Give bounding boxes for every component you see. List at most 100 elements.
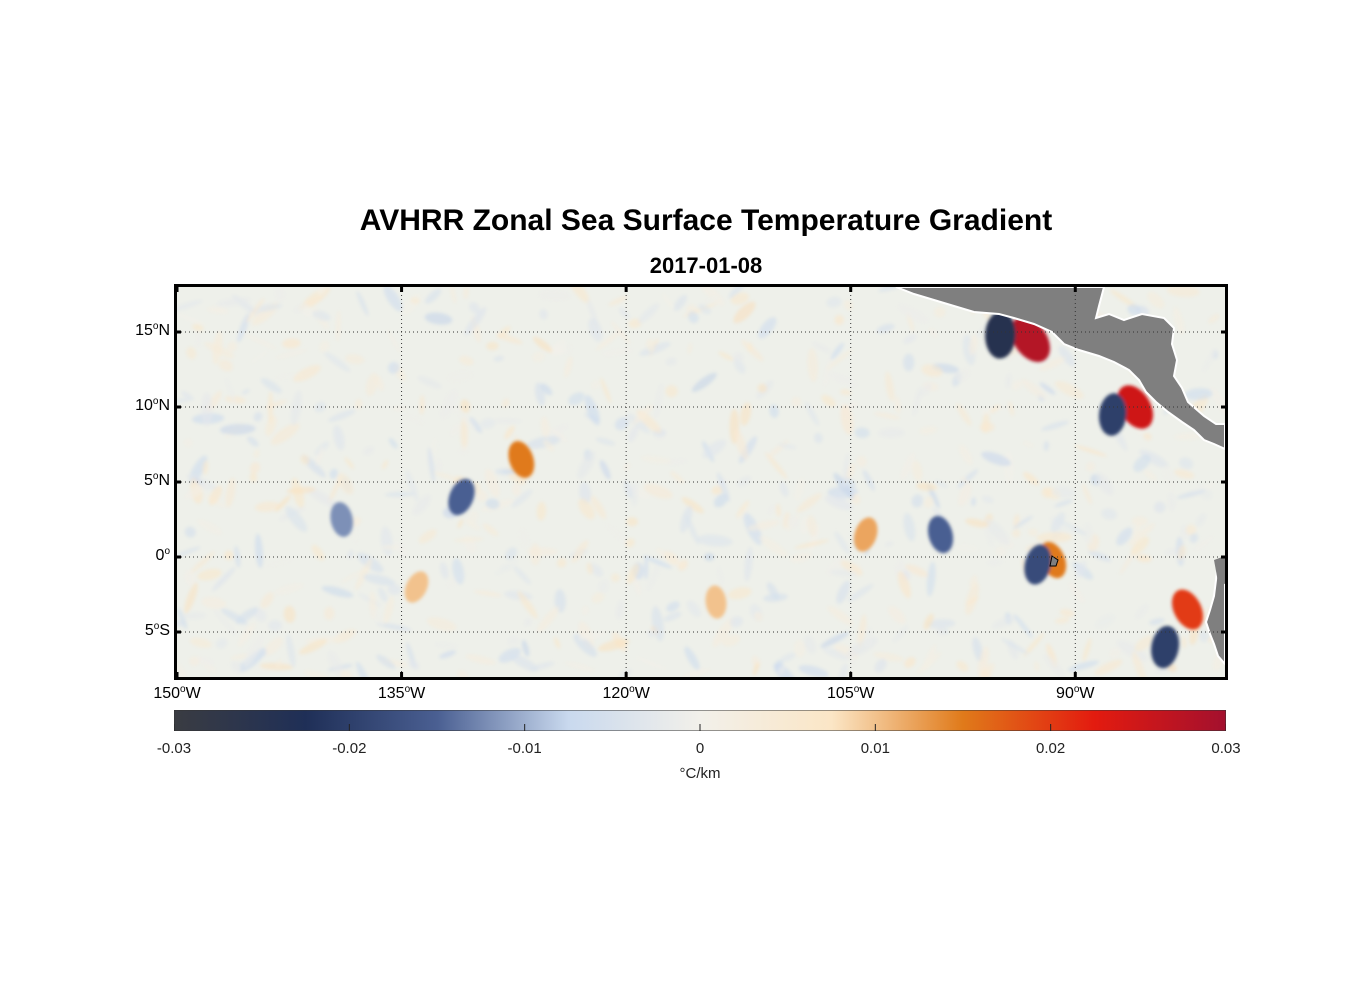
gradient-streak (956, 403, 972, 426)
gradient-streak (181, 612, 206, 620)
gradient-streak (903, 353, 915, 372)
gradient-streak (453, 537, 484, 543)
gradient-streak (767, 504, 776, 515)
gradient-streak (598, 638, 630, 652)
gradient-streak (439, 562, 449, 579)
gradient-streak (363, 574, 396, 586)
gradient-streak (235, 607, 258, 624)
gradient-streak (1131, 536, 1150, 556)
gradient-streak (733, 301, 756, 324)
gradient-streak (702, 439, 726, 459)
gradient-streak (717, 566, 724, 585)
gradient-streak (243, 636, 264, 667)
gradient-streak (644, 556, 649, 580)
gradient-streak (856, 455, 867, 467)
gradient-streak (1135, 554, 1152, 563)
gradient-streak (754, 611, 763, 622)
gradient-streak (1043, 440, 1050, 452)
gradient-streak (356, 661, 371, 677)
gradient-streak (1139, 449, 1169, 468)
gradient-streak (805, 402, 820, 426)
gradient-feature (330, 502, 353, 537)
gradient-streak (934, 306, 946, 318)
gradient-streak (954, 543, 980, 554)
gradient-streak (408, 659, 420, 670)
gradient-streak (1143, 469, 1157, 481)
tick-number: 5 (144, 622, 154, 639)
gradient-streak (1022, 441, 1035, 448)
gradient-streak (794, 477, 805, 502)
gradient-streak (798, 665, 829, 677)
gradient-streak (265, 559, 293, 568)
gradient-streak (1166, 287, 1200, 298)
gradient-streak (928, 327, 938, 338)
hemisphere-letter: W (185, 685, 201, 702)
gradient-streak (1154, 501, 1166, 513)
gradient-streak (769, 404, 779, 418)
gradient-streak (347, 550, 354, 559)
gradient-streak (1039, 382, 1056, 395)
gradient-streak (412, 494, 431, 516)
gradient-streak (540, 416, 550, 438)
gradient-streak (730, 292, 749, 305)
gradient-streak (249, 348, 270, 365)
gradient-streak (417, 376, 442, 389)
gradient-streak (1050, 512, 1066, 533)
gradient-streak (249, 462, 261, 474)
gradient-streak (958, 444, 973, 466)
gradient-streak (684, 646, 700, 670)
gradient-streak (551, 428, 568, 443)
gradient-streak (177, 546, 201, 558)
gradient-streak (1039, 357, 1066, 371)
gradient-streak (979, 422, 995, 433)
gradient-streak (513, 565, 531, 585)
gradient-feature (508, 441, 535, 478)
gradient-streak (213, 609, 237, 636)
gradient-streak (577, 451, 596, 479)
gradient-streak (1174, 469, 1195, 479)
gradient-streak (985, 518, 1010, 546)
gradient-streak (885, 541, 894, 547)
tick-number: 120 (602, 685, 630, 702)
gradient-streak (663, 611, 682, 622)
gradient-streak (532, 336, 553, 353)
gradient-streak (971, 497, 976, 507)
gradient-streak (665, 357, 677, 366)
gradient-streak (711, 485, 724, 495)
gradient-streak (759, 536, 789, 557)
gradient-streak (536, 501, 547, 521)
hemisphere-letter: N (158, 472, 170, 489)
gradient-streak (286, 634, 296, 668)
gradient-streak (969, 575, 978, 589)
gradient-streak (1005, 373, 1012, 389)
tick-number: 90 (1056, 685, 1074, 702)
gradient-streak (878, 287, 905, 292)
gradient-streak (274, 495, 291, 512)
gradient-streak (1195, 513, 1206, 527)
gradient-streak (275, 349, 308, 359)
degree-mark: o (180, 684, 186, 695)
gradient-streak (972, 637, 983, 662)
gradient-streak (1208, 314, 1220, 324)
gradient-streak (758, 317, 777, 339)
gradient-streak (1013, 614, 1033, 638)
gradient-streak (595, 437, 616, 446)
gradient-streak (591, 592, 605, 604)
gradient-feature (705, 585, 727, 619)
gradient-streak (787, 515, 799, 528)
colorbar-tick-label: 0.03 (1211, 740, 1241, 757)
gradient-streak (734, 429, 748, 460)
gradient-streak (903, 334, 917, 344)
sst-gradient-map (174, 284, 1228, 680)
gradient-streak (315, 446, 325, 466)
gradient-streak (237, 622, 256, 647)
gradient-streak (628, 425, 639, 442)
gradient-streak (439, 650, 457, 659)
gradient-streak (840, 389, 852, 396)
gradient-streak (493, 355, 504, 362)
gradient-streak (457, 669, 469, 677)
gradient-streak (665, 385, 678, 398)
gradient-streak (259, 662, 294, 671)
gradient-streak (189, 551, 216, 574)
gradient-streak (911, 494, 923, 508)
